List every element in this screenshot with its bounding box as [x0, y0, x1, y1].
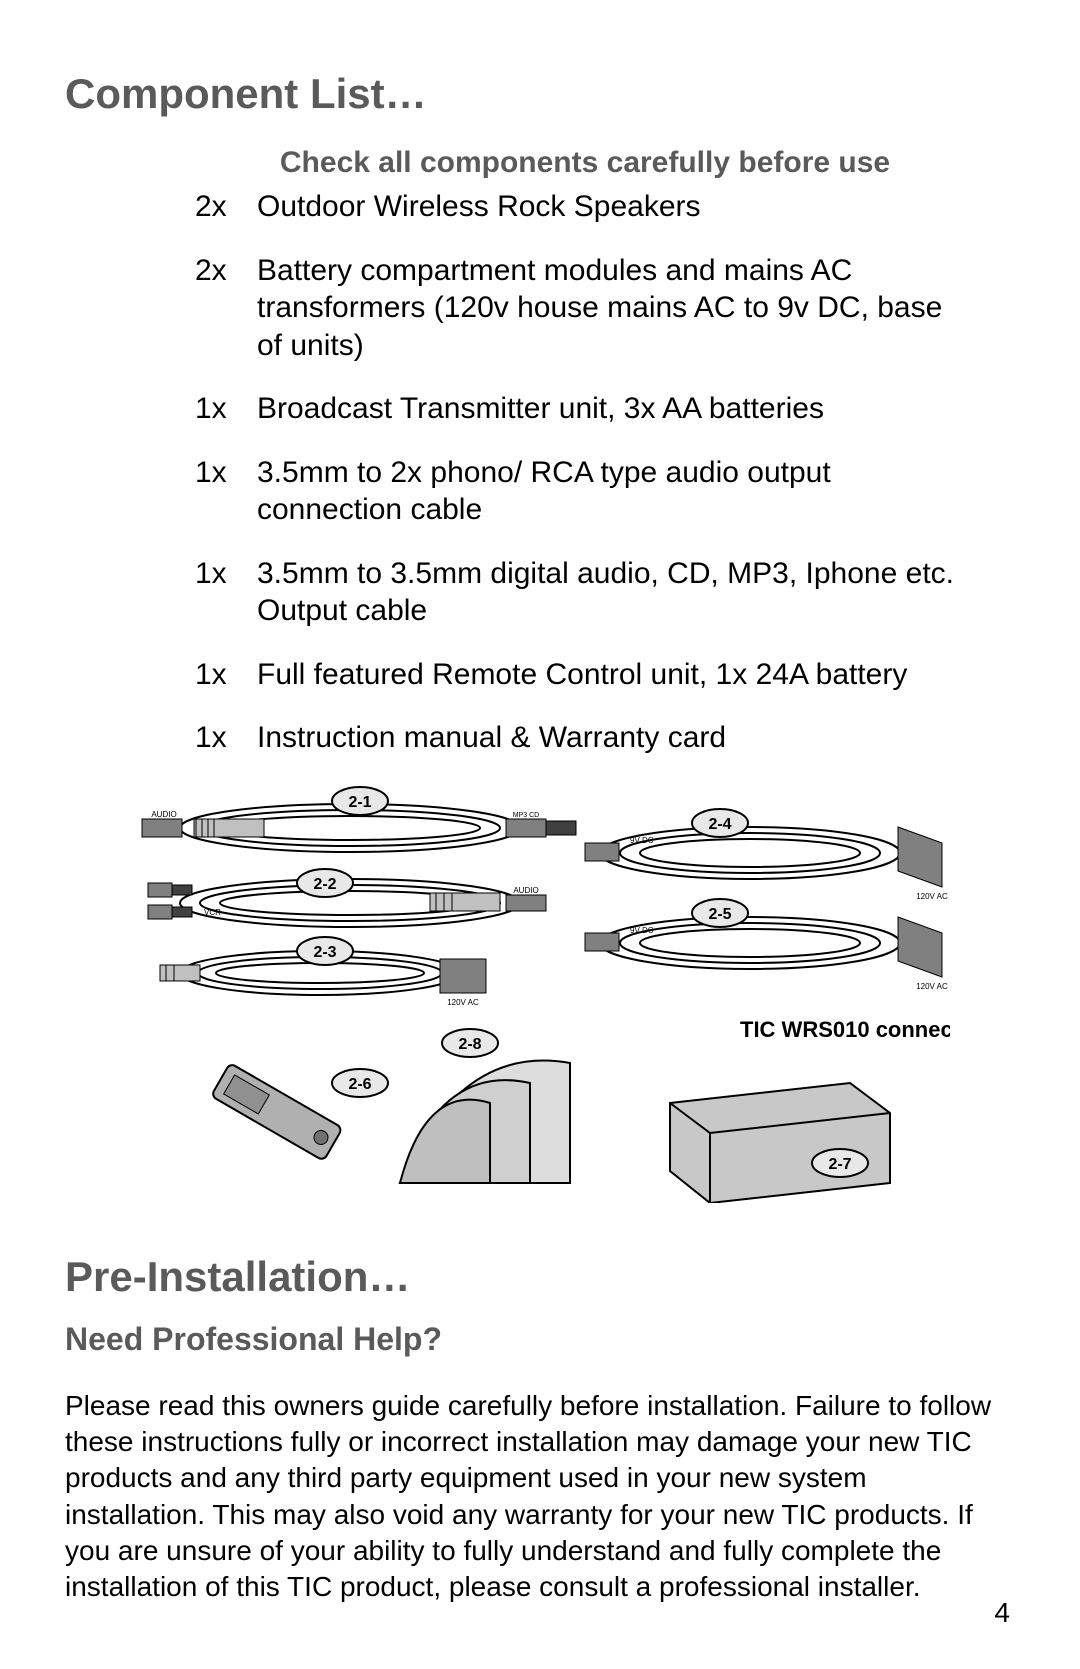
diagram-svg: AUDIO MP3 CD 2-1 VCR — [130, 783, 950, 1203]
diagram-caption: TIC WRS010 connector components — [740, 1017, 950, 1042]
diagram-label: 2-4 — [708, 816, 731, 833]
list-item: 2x Battery compartment modules and mains… — [195, 252, 975, 365]
item-qty: 1x — [195, 454, 257, 529]
diagram-label: 2-1 — [348, 794, 371, 811]
item-desc: 3.5mm to 2x phono/ RCA type audio output… — [257, 454, 975, 529]
diagram-label: 2-3 — [313, 944, 336, 961]
diagram-label: 2-2 — [313, 876, 336, 893]
diagram-label: 2-8 — [458, 1036, 481, 1053]
item-qty: 1x — [195, 390, 257, 428]
diagram-label: 2-7 — [828, 1156, 851, 1173]
diagram-label: 2-5 — [708, 906, 731, 923]
item-desc: Outdoor Wireless Rock Speakers — [257, 188, 975, 226]
svg-text:120V AC: 120V AC — [916, 982, 948, 991]
svg-text:120V AC: 120V AC — [447, 998, 479, 1007]
list-item: 1x 3.5mm to 3.5mm digital audio, CD, MP3… — [195, 555, 975, 630]
page-number: 4 — [994, 1597, 1010, 1629]
list-item: 1x Instruction manual & Warranty card — [195, 719, 975, 757]
svg-text:MP3 CD: MP3 CD — [513, 812, 539, 819]
connector-diagram: AUDIO MP3 CD 2-1 VCR — [130, 783, 950, 1203]
svg-text:AUDIO: AUDIO — [513, 886, 538, 895]
list-item: 1x 3.5mm to 2x phono/ RCA type audio out… — [195, 454, 975, 529]
component-list-block: Check all components carefully before us… — [195, 146, 975, 757]
item-qty: 1x — [195, 656, 257, 694]
body-pre-install: Please read this owners guide carefully … — [65, 1388, 1005, 1606]
list-item: 1x Broadcast Transmitter unit, 3x AA bat… — [195, 390, 975, 428]
subheading-check: Check all components carefully before us… — [195, 146, 975, 180]
diagram-label: 2-6 — [348, 1076, 371, 1093]
item-desc: 3.5mm to 3.5mm digital audio, CD, MP3, I… — [257, 555, 975, 630]
svg-text:120V AC: 120V AC — [916, 892, 948, 901]
item-desc: Instruction manual & Warranty card — [257, 719, 975, 757]
item-qty: 2x — [195, 188, 257, 226]
svg-text:AUDIO: AUDIO — [151, 810, 176, 819]
item-desc: Broadcast Transmitter unit, 3x AA batter… — [257, 390, 975, 428]
document-page: Component List… Check all components car… — [0, 0, 1080, 1669]
svg-text:9V DC: 9V DC — [630, 926, 654, 935]
heading-component-list: Component List… — [65, 70, 1015, 118]
heading-pre-installation: Pre-Installation… — [65, 1253, 1015, 1301]
subheading-need-help: Need Professional Help? — [65, 1321, 1015, 1358]
item-qty: 2x — [195, 252, 257, 365]
list-item: 2x Outdoor Wireless Rock Speakers — [195, 188, 975, 226]
item-qty: 1x — [195, 555, 257, 630]
list-item: 1x Full featured Remote Control unit, 1x… — [195, 656, 975, 694]
svg-text:9V DC: 9V DC — [630, 836, 654, 845]
item-desc: Full featured Remote Control unit, 1x 24… — [257, 656, 975, 694]
item-qty: 1x — [195, 719, 257, 757]
item-desc: Battery compartment modules and mains AC… — [257, 252, 975, 365]
svg-text:VCR: VCR — [204, 908, 221, 917]
